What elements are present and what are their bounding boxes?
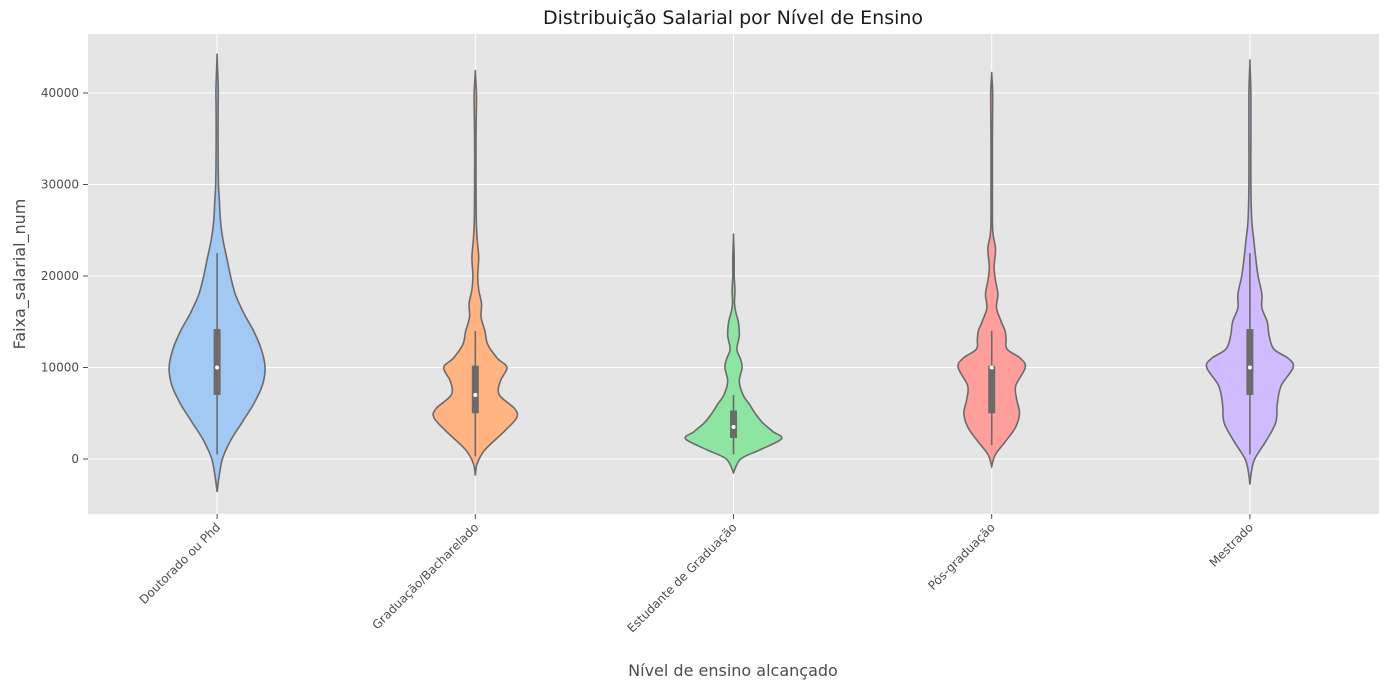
violin-median — [731, 424, 736, 429]
violin-median — [215, 365, 220, 370]
violin-box — [471, 365, 479, 414]
violin-body — [684, 233, 783, 475]
violin-box — [1246, 329, 1254, 395]
y-axis: 0 10000 20000 30000 40000 — [41, 86, 88, 466]
y-tick-label: 30000 — [41, 178, 79, 192]
x-tick-label: Mestrado — [1207, 520, 1256, 569]
violin-median — [989, 365, 994, 370]
violin-body — [957, 71, 1027, 470]
violin-box — [730, 410, 737, 438]
x-tick-label: Pós-graduação — [925, 520, 997, 592]
violin-body — [432, 69, 519, 476]
y-tick-label: 40000 — [41, 86, 79, 100]
y-tick-label: 20000 — [41, 269, 79, 283]
violins — [168, 53, 1295, 492]
violin-median — [1247, 365, 1252, 370]
x-axis: Doutorado ou Phd Graduação/Bacharelado Est… — [137, 514, 1256, 635]
x-tick-label: Graduação/Bacharelado — [369, 520, 481, 632]
violin-box — [988, 365, 996, 414]
violin-box — [213, 329, 221, 395]
y-tick-label: 0 — [71, 452, 79, 466]
x-axis-label: Nível de ensino alcançado — [628, 661, 838, 680]
y-tick-label: 10000 — [41, 361, 79, 375]
violin-median — [473, 392, 478, 397]
x-tick-label: Doutorado ou Phd — [137, 520, 224, 607]
chart-title: Distribuição Salarial por Nível de Ensin… — [543, 7, 923, 29]
x-tick-label: Estudante de Graduação — [624, 520, 739, 635]
y-axis-label: Faixa_salarial_num — [10, 199, 30, 350]
